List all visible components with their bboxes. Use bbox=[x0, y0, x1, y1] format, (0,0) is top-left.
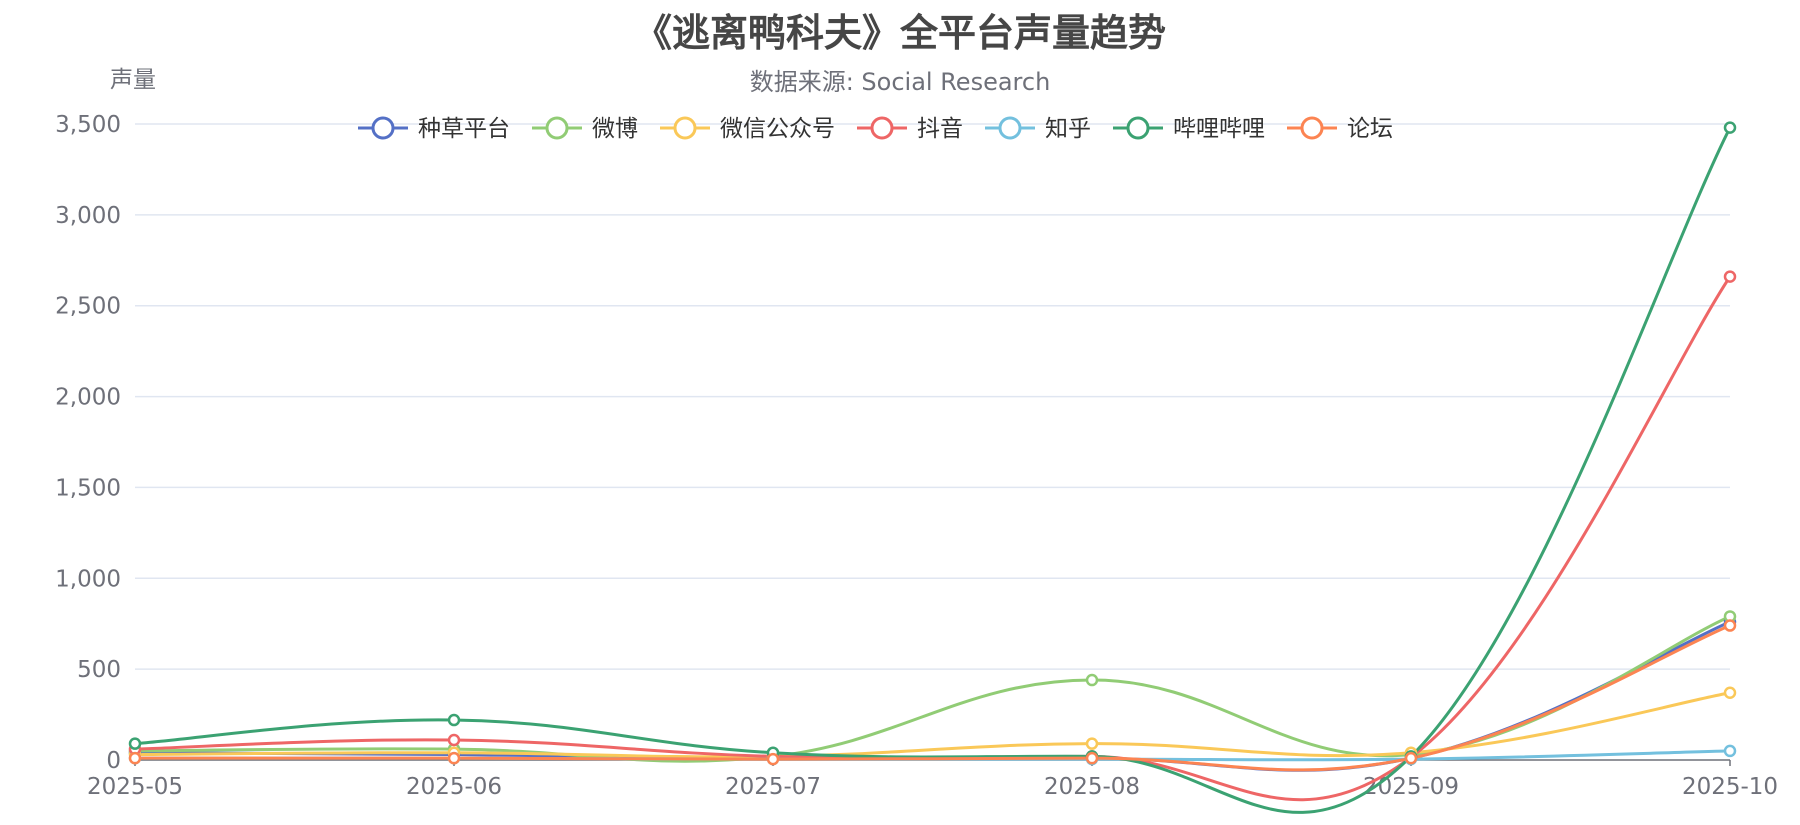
data-point bbox=[1723, 744, 1737, 758]
legend-label: 知乎 bbox=[1045, 116, 1091, 142]
data-point bbox=[128, 751, 142, 765]
legend-item: 种草平台 bbox=[358, 116, 510, 142]
legend-item: 微博 bbox=[532, 116, 638, 142]
legend-marker bbox=[371, 116, 395, 140]
y-axis-label: 声量 bbox=[110, 67, 156, 93]
legend-item: 知乎 bbox=[985, 116, 1091, 142]
y-tick-label: 3,500 bbox=[55, 112, 121, 138]
legend-marker bbox=[545, 116, 569, 140]
y-axis: 0 500 1,000 1,500 2,000 2,500 3,000 3,500 bbox=[55, 112, 121, 774]
legend-marker bbox=[1126, 116, 1150, 140]
y-tick-label: 3,000 bbox=[55, 203, 121, 229]
legend-item: 微信公众号 bbox=[660, 116, 835, 142]
x-tick-label: 2025-05 bbox=[87, 774, 183, 800]
data-point bbox=[1085, 737, 1099, 750]
data-point bbox=[1723, 686, 1737, 700]
data-point bbox=[447, 733, 461, 747]
series-lines bbox=[134, 126, 1732, 814]
y-tick-label: 500 bbox=[77, 657, 121, 683]
x-axis: 2025-05 2025-06 2025-07 2025-08 2025-09 2025-… bbox=[87, 759, 1778, 800]
data-point bbox=[447, 751, 461, 765]
legend-marker bbox=[870, 116, 894, 140]
legend-marker bbox=[998, 116, 1022, 140]
legend-marker bbox=[673, 116, 697, 140]
series-line bbox=[134, 126, 1732, 814]
series-points bbox=[128, 121, 1737, 766]
data-point bbox=[766, 752, 780, 766]
y-tick-label: 2,000 bbox=[55, 385, 121, 411]
chart-title: 《逃离鸭科夫》全平台声量趋势 bbox=[633, 11, 1166, 55]
x-tick-label: 2025-10 bbox=[1682, 774, 1778, 800]
y-tick-label: 2,500 bbox=[55, 294, 121, 320]
data-point bbox=[1404, 751, 1418, 765]
legend-label: 微博 bbox=[592, 116, 638, 142]
chart-subtitle: 数据来源: Social Research bbox=[749, 68, 1051, 96]
x-tick-label: 2025-08 bbox=[1044, 774, 1140, 800]
data-point bbox=[1085, 751, 1099, 765]
series-line bbox=[134, 624, 1731, 772]
legend-marker bbox=[1300, 116, 1324, 140]
series-line bbox=[134, 691, 1731, 759]
x-tick-label: 2025-07 bbox=[725, 774, 821, 800]
legend-label: 种草平台 bbox=[418, 116, 510, 142]
legend-item: 抖音 bbox=[857, 116, 963, 142]
data-point bbox=[1723, 270, 1737, 283]
legend-label: 微信公众号 bbox=[720, 116, 835, 142]
data-point bbox=[1085, 673, 1099, 687]
legend: 种草平台 微博 微信公众号 抖音 知乎 哔哩哔哩 论坛 bbox=[358, 116, 1393, 142]
data-point bbox=[447, 713, 461, 727]
y-tick-label: 1,000 bbox=[55, 566, 121, 592]
legend-label: 哔哩哔哩 bbox=[1173, 116, 1265, 142]
legend-item: 论坛 bbox=[1287, 116, 1393, 142]
grid-lines bbox=[135, 123, 1730, 670]
y-tick-label: 0 bbox=[106, 748, 121, 774]
y-tick-label: 1,500 bbox=[55, 475, 121, 501]
legend-label: 论坛 bbox=[1347, 116, 1393, 142]
x-tick-label: 2025-06 bbox=[406, 774, 502, 800]
data-point bbox=[1723, 121, 1737, 134]
legend-label: 抖音 bbox=[917, 116, 963, 142]
data-point bbox=[128, 737, 142, 750]
data-point bbox=[1723, 619, 1737, 632]
legend-item: 哔哩哔哩 bbox=[1113, 116, 1265, 142]
